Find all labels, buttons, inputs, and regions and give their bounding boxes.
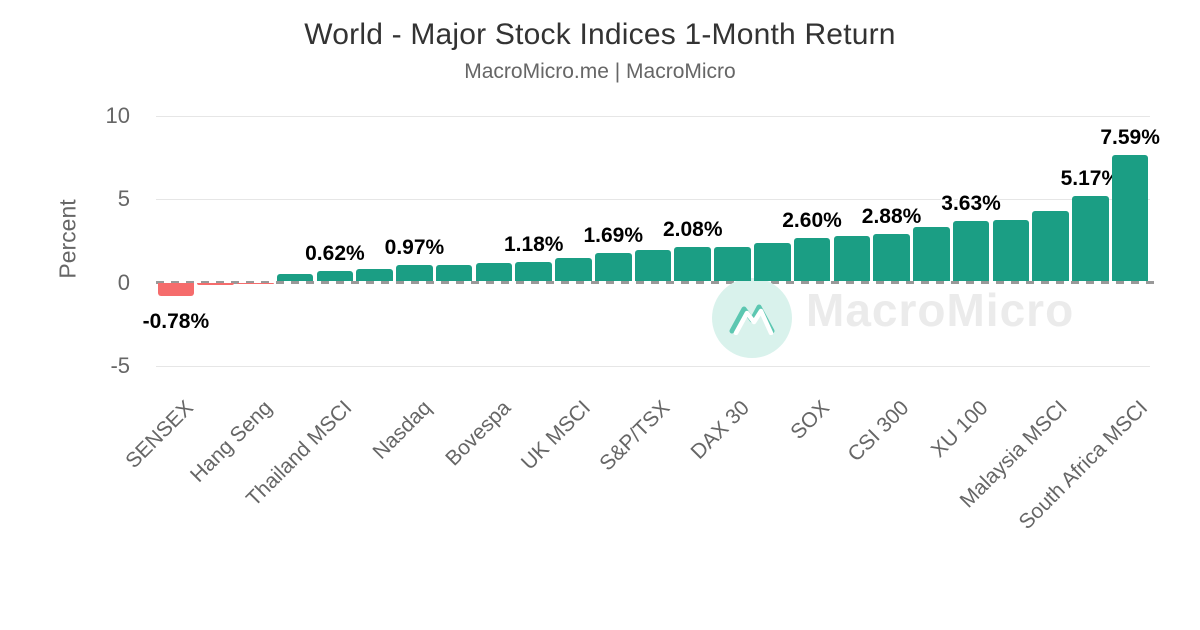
bar-index-16 — [754, 243, 791, 282]
macromicro-logo-icon — [712, 278, 792, 358]
value-label: 1.18% — [503, 232, 564, 256]
bar-S&P/TSX — [634, 250, 672, 282]
value-label: 2.60% — [782, 209, 842, 233]
value-label: 5.17% — [1060, 166, 1121, 190]
bar-index-12 — [594, 253, 632, 282]
bar-Hang Seng — [237, 283, 274, 284]
bar-SENSEX — [157, 283, 195, 296]
bar-SOX — [793, 238, 831, 282]
bar-CSI 300 — [873, 233, 910, 282]
bar-South Africa MSCI — [1111, 155, 1149, 282]
x-axis-label-Nasdaq: Nasdaq — [368, 396, 437, 464]
bar-Nasdaq — [396, 265, 433, 282]
value-label: 0.97% — [384, 236, 445, 260]
zero-baseline — [156, 281, 1160, 284]
value-label: 1.69% — [583, 224, 643, 248]
mountain-logo-glyph — [729, 304, 775, 335]
y-tick-label: -5 — [110, 352, 130, 378]
bar-Malaysia MSCI — [1032, 210, 1069, 282]
bar-index-10 — [515, 261, 552, 282]
bar-DAX 30 — [714, 246, 751, 282]
watermark-brand: MacroMicro — [806, 284, 1075, 336]
x-axis-label-DAX 30: DAX 30 — [686, 396, 755, 464]
value-label: 7.59% — [1100, 126, 1160, 150]
x-axis-label-SOX: SOX — [785, 396, 834, 444]
bar-index-18 — [833, 236, 871, 282]
bar-index-8 — [435, 264, 473, 282]
value-label: -0.78% — [142, 309, 210, 333]
chart-title: World - Major Stock Indices 1-Month Retu… — [304, 18, 896, 51]
bar-UK MSCI — [555, 258, 592, 282]
y-tick-label: 10 — [105, 103, 130, 129]
x-axis-label-UK MSCI: UK MSCI — [516, 396, 596, 475]
x-axis-label-XU 100: XU 100 — [926, 396, 993, 463]
value-label: 3.63% — [941, 192, 1001, 216]
bar-Bovespa — [475, 263, 513, 282]
value-label: 2.88% — [861, 204, 922, 228]
bar-XU 100 — [952, 221, 990, 282]
bar-index-20 — [913, 226, 950, 282]
bar-index-2 — [197, 283, 234, 285]
bar-index-4 — [276, 274, 314, 282]
bar-index-14 — [674, 246, 712, 282]
value-label: 2.08% — [662, 217, 723, 241]
value-label: 0.62% — [305, 242, 365, 266]
gridline--5 — [156, 365, 1150, 367]
gridline-10 — [156, 116, 1150, 118]
bar-index-22 — [992, 220, 1030, 282]
x-axis-label-CSI 300: CSI 300 — [843, 396, 914, 467]
gridline-5 — [156, 199, 1150, 201]
bar-index-24 — [1072, 195, 1109, 282]
y-tick-label: 5 — [117, 186, 130, 212]
chart-subtitle: MacroMicro.me | MacroMicro — [464, 60, 736, 83]
x-axis-label-S&P/TSX: S&P/TSX — [595, 396, 675, 476]
y-tick-label: 0 — [117, 269, 130, 295]
x-axis-label-SENSEX: SENSEX — [120, 396, 198, 473]
bar-Thailand MSCI — [316, 271, 354, 282]
bar-index-6 — [356, 269, 393, 282]
x-axis-label-Bovespa: Bovespa — [441, 396, 516, 471]
